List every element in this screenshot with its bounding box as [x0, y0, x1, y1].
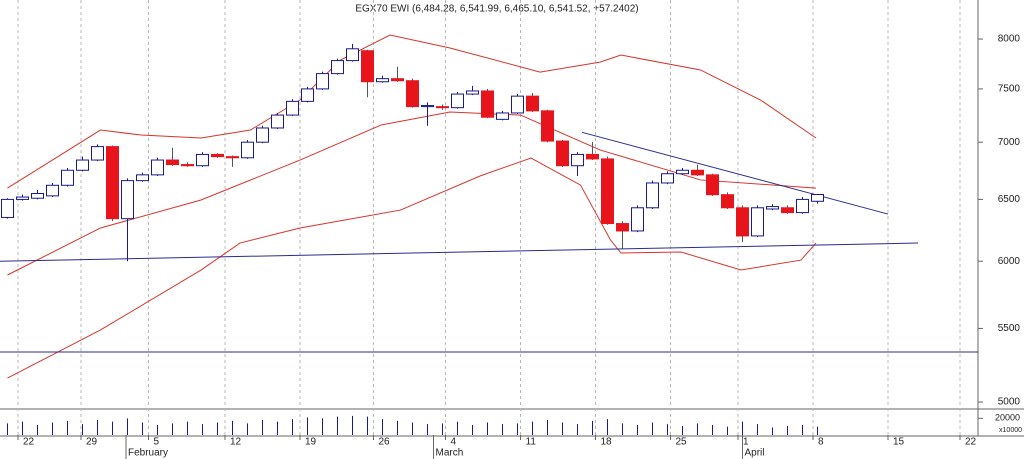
candle-body: [301, 88, 314, 102]
x-tick-label: 18: [601, 437, 613, 448]
x-tick-label: 8: [818, 437, 824, 448]
candle-body: [421, 105, 434, 108]
candle-body: [601, 158, 614, 225]
candle-body: [481, 90, 494, 118]
candle-body: [811, 194, 824, 202]
candle-body: [766, 206, 779, 210]
y-tick-label: 7000: [998, 137, 1021, 148]
candle-body: [376, 78, 389, 83]
bollinger-band: [7, 34, 817, 189]
x-tick-label: 29: [86, 437, 98, 448]
chart-title: EGX70 EWI (6,484.28, 6,541.99, 6,465.10,…: [355, 4, 638, 15]
candle-body: [256, 127, 269, 143]
x-tick-label: 11: [526, 437, 537, 448]
candle-body: [736, 207, 749, 237]
candle-body: [16, 196, 29, 200]
candle-body: [346, 48, 359, 62]
y-tick-label: 6000: [998, 256, 1021, 267]
x-tick-label: 15: [893, 437, 905, 448]
month-label: February: [128, 448, 168, 459]
trend-line: [0, 242, 919, 262]
x-tick-label: 19: [305, 437, 317, 448]
candle-body: [496, 112, 509, 120]
x-tick-label: 22: [23, 437, 35, 448]
candle-body: [316, 73, 329, 90]
x-tick-label: 26: [379, 437, 391, 448]
candle-body: [91, 146, 104, 161]
x-tick-label: 5: [154, 437, 160, 448]
candle-body: [541, 110, 554, 142]
candle-body: [466, 90, 479, 95]
candle-body: [526, 95, 539, 112]
candle-body: [151, 159, 164, 176]
candle-body: [286, 100, 299, 116]
candle-body: [616, 223, 629, 232]
candle-body: [661, 173, 674, 184]
candle-body: [226, 156, 239, 159]
candle-body: [136, 174, 149, 182]
candle-body: [196, 153, 209, 167]
month-label: March: [436, 448, 464, 459]
candle-body: [121, 180, 134, 220]
month-label: April: [745, 448, 765, 459]
x-tick-label: 1: [743, 437, 749, 448]
candle-body: [181, 164, 194, 167]
candle-body: [241, 141, 254, 159]
candle-body: [331, 60, 344, 75]
y-tick-label: 8000: [998, 34, 1021, 45]
bollinger-band: [7, 111, 817, 276]
candle-body: [646, 182, 659, 209]
candle-body: [451, 93, 464, 109]
candle-body: [511, 95, 524, 114]
candle-body: [436, 106, 449, 109]
candle-body: [586, 153, 599, 160]
y-tick-label: 5000: [998, 397, 1021, 408]
trend-line: [581, 131, 889, 215]
candle-body: [781, 207, 794, 214]
candle-body: [1, 198, 14, 218]
x-tick-label: 4: [451, 437, 457, 448]
candle-body: [721, 194, 734, 209]
candle-body: [61, 169, 74, 186]
candle-body: [691, 169, 704, 176]
candle-body: [211, 153, 224, 158]
x-tick-label: 22: [965, 437, 977, 448]
candle-body: [571, 153, 584, 167]
y-tick-label: 6500: [998, 194, 1021, 205]
candle-body: [796, 198, 809, 214]
x-tick-label: 12: [230, 437, 242, 448]
candle-body: [631, 207, 644, 232]
candle-body: [76, 159, 89, 171]
candle-body: [406, 80, 419, 108]
candle-body: [556, 140, 569, 167]
candle-body: [106, 146, 119, 220]
volume-tick-label: 20000: [995, 413, 1020, 423]
candle-body: [271, 114, 284, 129]
candle-body: [676, 169, 689, 175]
candle-body: [391, 78, 404, 82]
candle-body: [751, 207, 764, 237]
candle-body: [361, 50, 374, 83]
candle-body: [166, 159, 179, 166]
candle-body: [46, 184, 59, 197]
y-tick-label: 5500: [998, 323, 1021, 334]
bollinger-band: [7, 157, 817, 379]
candle-body: [31, 192, 44, 199]
volume-unit: x10000: [999, 427, 1022, 434]
x-tick-label: 25: [676, 437, 688, 448]
candle-body: [706, 174, 719, 196]
y-tick-label: 7500: [998, 84, 1021, 95]
